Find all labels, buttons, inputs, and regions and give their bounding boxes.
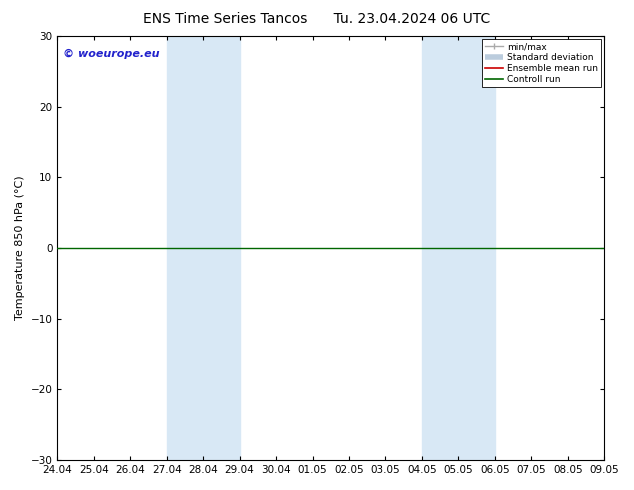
Bar	[422, 36, 495, 460]
Text: © woeurope.eu: © woeurope.eu	[63, 49, 159, 59]
Legend: min/max, Standard deviation, Ensemble mean run, Controll run: min/max, Standard deviation, Ensemble me…	[482, 39, 602, 88]
Text: ENS Time Series Tancos      Tu. 23.04.2024 06 UTC: ENS Time Series Tancos Tu. 23.04.2024 06…	[143, 12, 491, 26]
Y-axis label: Temperature 850 hPa (°C): Temperature 850 hPa (°C)	[15, 176, 25, 320]
Bar	[167, 36, 240, 460]
